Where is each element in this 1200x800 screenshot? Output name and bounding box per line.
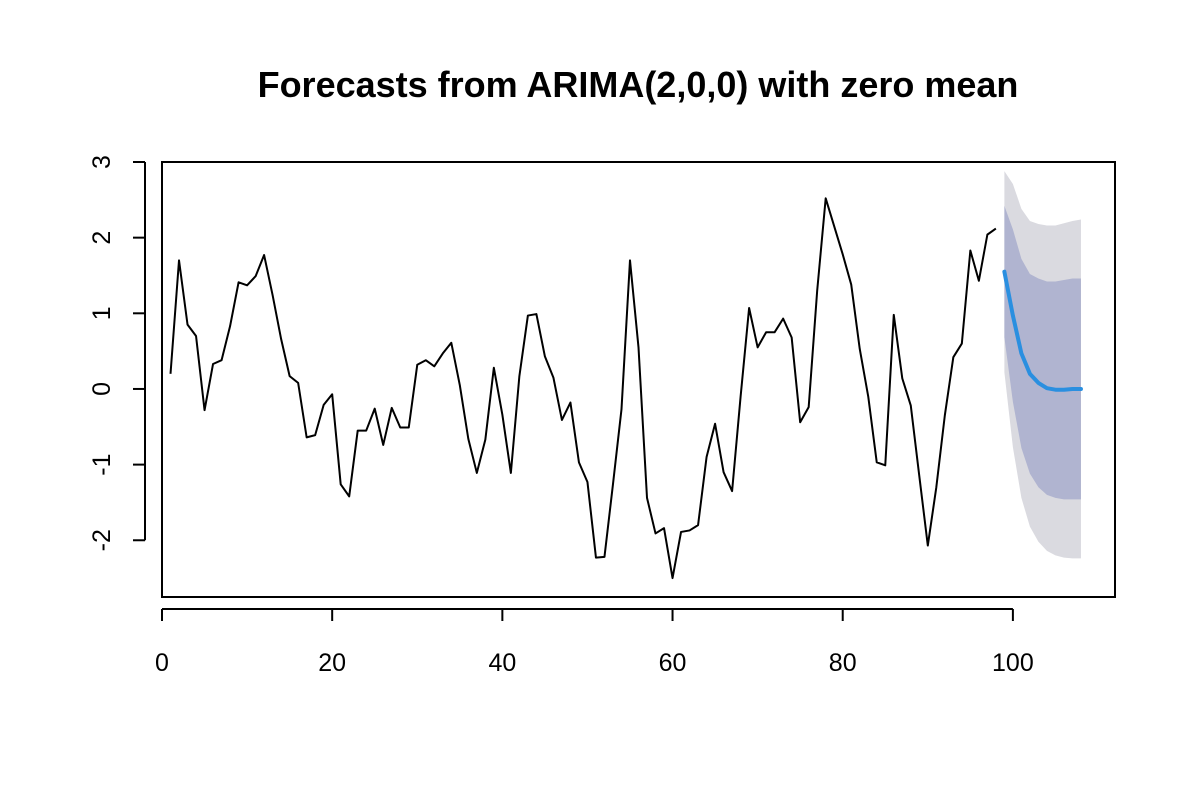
x-tick-label: 100 [992,649,1034,677]
band-80 [1004,205,1081,500]
y-tick-label: 3 [88,155,116,169]
x-tick-label: 80 [829,649,857,677]
forecast-series-line [1002,269,1083,392]
x-axis: 0 20 40 60 80 100 [155,608,1034,677]
y-tick-label: 1 [88,306,116,320]
y-tick-label: -2 [88,529,116,551]
y-axis: -2 -1 0 1 2 3 [88,155,146,551]
prediction-intervals [1004,171,1081,559]
chart-title: Forecasts from ARIMA(2,0,0) with zero me… [258,64,1019,105]
x-tick-label: 40 [488,649,516,677]
y-tick-label: -1 [88,453,116,475]
observed-series-line [169,197,997,580]
x-tick-label: 20 [318,649,346,677]
y-tick-label: 2 [88,231,116,245]
plot-frame [161,161,1116,598]
series-lines [169,197,1083,580]
x-tick-label: 0 [155,649,169,677]
x-tick-label: 60 [659,649,687,677]
y-tick-label: 0 [88,382,116,396]
